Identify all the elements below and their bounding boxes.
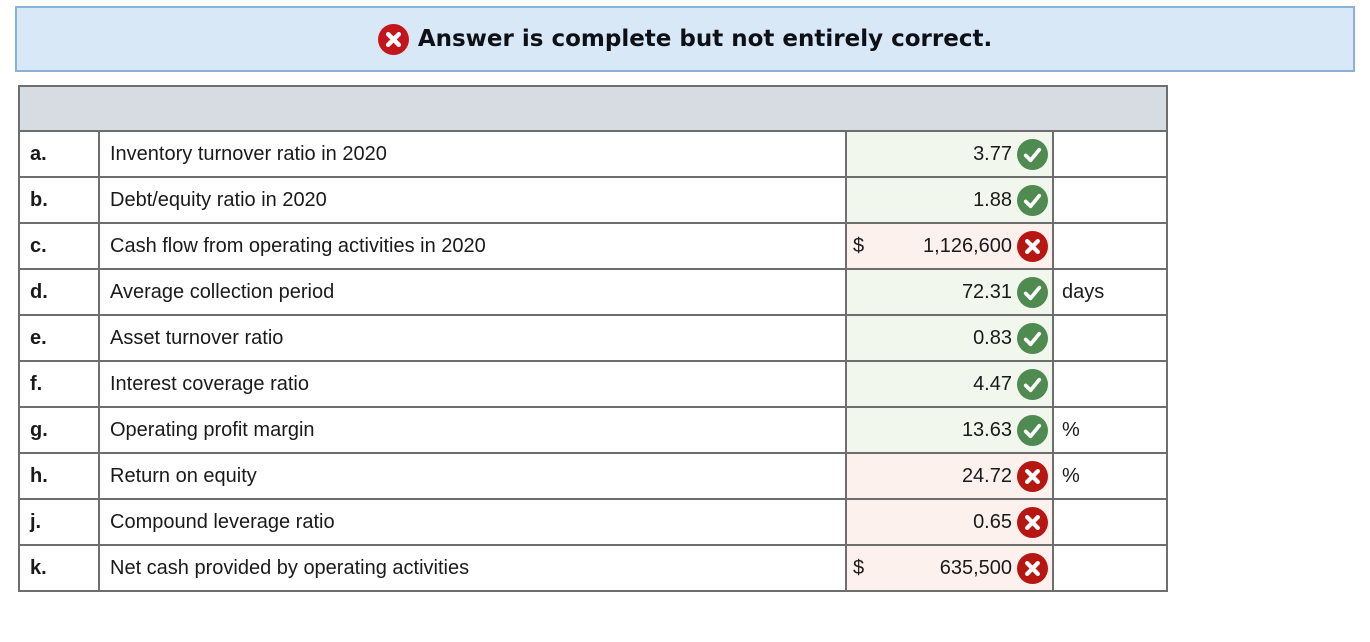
row-description: Average collection period bbox=[98, 268, 847, 316]
row-value-content: 3.77 bbox=[853, 138, 1048, 170]
row-value-cell: 0.83 bbox=[845, 314, 1054, 362]
row-unit bbox=[1052, 360, 1168, 408]
row-unit bbox=[1052, 176, 1168, 224]
row-description: Cash flow from operating activities in 2… bbox=[98, 222, 847, 270]
x-circle-icon bbox=[377, 23, 409, 55]
row-value: 0.83 bbox=[973, 326, 1012, 349]
row-letter: k. bbox=[18, 544, 100, 592]
row-description: Debt/equity ratio in 2020 bbox=[98, 176, 847, 224]
row-value-content: 0.65 bbox=[853, 506, 1048, 538]
row-value-content: 1.88 bbox=[853, 184, 1048, 216]
answers-table: a. Inventory turnover ratio in 2020 3.77 bbox=[18, 85, 1168, 592]
row-description: Compound leverage ratio bbox=[98, 498, 847, 546]
row-value-content: 24.72 bbox=[853, 460, 1048, 492]
row-value: 1.88 bbox=[973, 188, 1012, 211]
currency-symbol: $ bbox=[853, 556, 865, 579]
row-value: 635,500 bbox=[939, 556, 1012, 579]
row-letter: j. bbox=[18, 498, 100, 546]
row-letter: g. bbox=[18, 406, 100, 454]
table-row: k. Net cash provided by operating activi… bbox=[18, 544, 1168, 592]
table-row: c. Cash flow from operating activities i… bbox=[18, 222, 1168, 270]
row-value-cell: 3.77 bbox=[845, 130, 1054, 178]
check-icon bbox=[1017, 138, 1048, 170]
row-letter: d. bbox=[18, 268, 100, 316]
row-value: 72.31 bbox=[961, 280, 1012, 303]
row-value: 1,126,600 bbox=[923, 234, 1012, 257]
table-row: e. Asset turnover ratio 0.83 bbox=[18, 314, 1168, 362]
row-value-cell: 4.47 bbox=[845, 360, 1054, 408]
table-row: a. Inventory turnover ratio in 2020 3.77 bbox=[18, 130, 1168, 178]
x-icon bbox=[1017, 552, 1048, 584]
row-description: Net cash provided by operating activitie… bbox=[98, 544, 847, 592]
row-unit bbox=[1052, 544, 1168, 592]
x-icon bbox=[1017, 230, 1048, 262]
row-value-content: $ 635,500 bbox=[853, 552, 1048, 584]
row-description: Inventory turnover ratio in 2020 bbox=[98, 130, 847, 178]
row-value-cell: $ 635,500 bbox=[845, 544, 1054, 592]
row-unit: % bbox=[1052, 452, 1168, 500]
currency-symbol: $ bbox=[853, 234, 865, 257]
row-value-content: 72.31 bbox=[853, 276, 1048, 308]
answers-table-container: a. Inventory turnover ratio in 2020 3.77 bbox=[18, 85, 1168, 592]
row-value: 24.72 bbox=[961, 464, 1012, 487]
row-value-content: $ 1,126,600 bbox=[853, 230, 1048, 262]
row-value: 0.65 bbox=[973, 510, 1012, 533]
row-value: 4.47 bbox=[973, 372, 1012, 395]
row-value: 13.63 bbox=[961, 418, 1012, 441]
check-icon bbox=[1017, 276, 1048, 308]
table-row: g. Operating profit margin 13.63 bbox=[18, 406, 1168, 454]
row-value-content: 0.83 bbox=[853, 322, 1048, 354]
row-unit bbox=[1052, 314, 1168, 362]
row-description: Interest coverage ratio bbox=[98, 360, 847, 408]
table-row: f. Interest coverage ratio 4.47 bbox=[18, 360, 1168, 408]
row-letter: h. bbox=[18, 452, 100, 500]
result-banner: Answer is complete but not entirely corr… bbox=[15, 6, 1355, 72]
table-header-row bbox=[18, 85, 1168, 132]
table-row: d. Average collection period 72.31 bbox=[18, 268, 1168, 316]
row-description: Operating profit margin bbox=[98, 406, 847, 454]
row-unit: days bbox=[1052, 268, 1168, 316]
row-unit bbox=[1052, 222, 1168, 270]
table-row: h. Return on equity 24.72 bbox=[18, 452, 1168, 500]
row-value-cell: 24.72 bbox=[845, 452, 1054, 500]
row-value-cell: 1.88 bbox=[845, 176, 1054, 224]
row-letter: f. bbox=[18, 360, 100, 408]
row-value-content: 4.47 bbox=[853, 368, 1048, 400]
row-value: 3.77 bbox=[973, 142, 1012, 165]
row-letter: e. bbox=[18, 314, 100, 362]
row-value-cell: $ 1,126,600 bbox=[845, 222, 1054, 270]
table-row: j. Compound leverage ratio 0.65 bbox=[18, 498, 1168, 546]
row-unit bbox=[1052, 498, 1168, 546]
check-icon bbox=[1017, 414, 1048, 446]
check-icon bbox=[1017, 322, 1048, 354]
row-value-cell: 13.63 bbox=[845, 406, 1054, 454]
banner-text: Answer is complete but not entirely corr… bbox=[417, 26, 993, 52]
row-value-content: 13.63 bbox=[853, 414, 1048, 446]
row-letter: a. bbox=[18, 130, 100, 178]
row-description: Asset turnover ratio bbox=[98, 314, 847, 362]
table-header-cell bbox=[18, 85, 1168, 132]
x-icon bbox=[1017, 460, 1048, 492]
row-letter: b. bbox=[18, 176, 100, 224]
row-value-cell: 72.31 bbox=[845, 268, 1054, 316]
row-value-cell: 0.65 bbox=[845, 498, 1054, 546]
row-description: Return on equity bbox=[98, 452, 847, 500]
row-unit bbox=[1052, 130, 1168, 178]
row-unit: % bbox=[1052, 406, 1168, 454]
table-row: b. Debt/equity ratio in 2020 1.88 bbox=[18, 176, 1168, 224]
check-icon bbox=[1017, 184, 1048, 216]
row-letter: c. bbox=[18, 222, 100, 270]
x-icon bbox=[1017, 506, 1048, 538]
check-icon bbox=[1017, 368, 1048, 400]
